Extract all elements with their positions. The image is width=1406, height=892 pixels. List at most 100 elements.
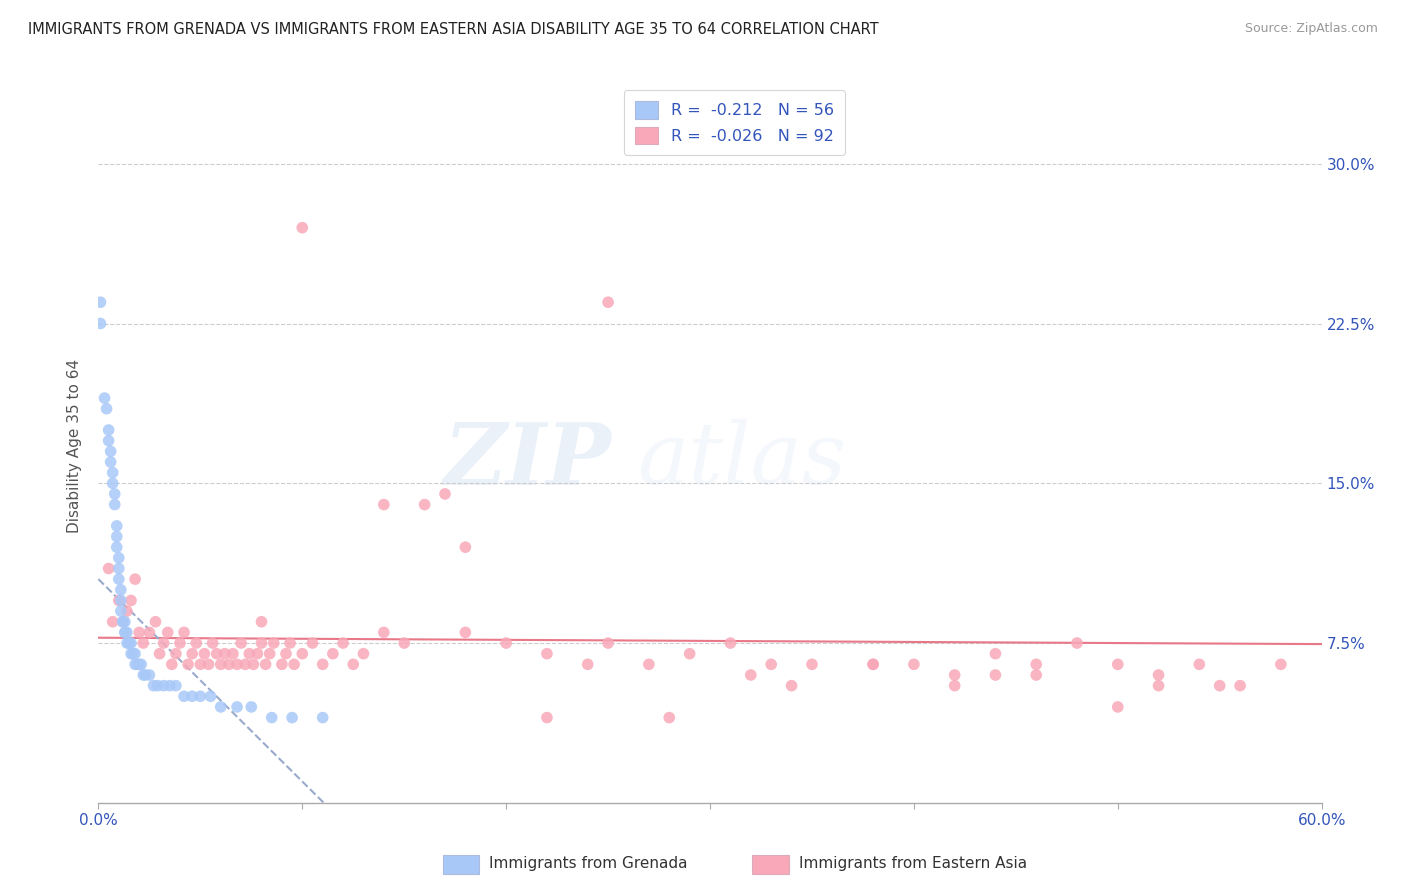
Point <box>160 657 183 672</box>
Text: Immigrants from Grenada: Immigrants from Grenada <box>489 856 688 871</box>
Point <box>254 657 277 672</box>
Point <box>413 498 436 512</box>
Point <box>1147 679 1170 693</box>
Point <box>138 668 160 682</box>
Point <box>1025 657 1047 672</box>
Point <box>246 647 269 661</box>
Point <box>165 679 187 693</box>
Point <box>1066 636 1088 650</box>
Point <box>114 625 136 640</box>
Point <box>392 636 416 650</box>
Point <box>96 401 118 416</box>
Point <box>100 455 122 469</box>
Point <box>132 668 155 682</box>
Point <box>332 636 354 650</box>
Point <box>197 657 219 672</box>
Point <box>1229 679 1251 693</box>
Point <box>111 615 134 629</box>
Point <box>181 647 204 661</box>
Legend: R =  -0.212   N = 56, R =  -0.026   N = 92: R = -0.212 N = 56, R = -0.026 N = 92 <box>624 90 845 155</box>
Point <box>120 593 142 607</box>
Point <box>115 636 138 650</box>
Point <box>454 625 477 640</box>
Point <box>278 636 301 650</box>
Point <box>270 657 294 672</box>
Point <box>93 391 115 405</box>
Text: Source: ZipAtlas.com: Source: ZipAtlas.com <box>1244 22 1378 36</box>
Point <box>104 498 127 512</box>
Point <box>1188 657 1211 672</box>
Point <box>291 647 314 661</box>
Point <box>124 647 146 661</box>
Point <box>188 657 212 672</box>
Point <box>984 647 1007 661</box>
Point <box>97 423 120 437</box>
Point <box>263 636 285 650</box>
Point <box>156 625 179 640</box>
Point <box>110 604 132 618</box>
Point <box>259 647 281 661</box>
Point <box>250 615 273 629</box>
Point <box>188 690 212 704</box>
Point <box>114 615 136 629</box>
Point <box>291 220 314 235</box>
Point <box>862 657 884 672</box>
Point <box>312 657 335 672</box>
Point <box>101 476 124 491</box>
Point <box>134 668 156 682</box>
Point <box>242 657 264 672</box>
Point <box>312 710 335 724</box>
Point <box>110 593 132 607</box>
Point <box>679 647 702 661</box>
Point <box>100 444 122 458</box>
Point <box>122 647 145 661</box>
Point <box>145 615 167 629</box>
Point <box>943 668 966 682</box>
Point <box>105 519 128 533</box>
Point <box>115 625 138 640</box>
Point <box>238 647 260 661</box>
Point <box>115 604 138 618</box>
Point <box>205 647 228 661</box>
Point <box>740 668 762 682</box>
Point <box>218 657 240 672</box>
Point <box>283 657 305 672</box>
Point <box>177 657 200 672</box>
Point <box>165 647 187 661</box>
Text: atlas: atlas <box>637 419 846 501</box>
Point <box>984 668 1007 682</box>
Point <box>638 657 661 672</box>
Y-axis label: Disability Age 35 to 64: Disability Age 35 to 64 <box>67 359 83 533</box>
Point <box>222 647 245 661</box>
Point <box>124 572 146 586</box>
Text: IMMIGRANTS FROM GRENADA VS IMMIGRANTS FROM EASTERN ASIA DISABILITY AGE 35 TO 64 : IMMIGRANTS FROM GRENADA VS IMMIGRANTS FR… <box>28 22 879 37</box>
Point <box>97 561 120 575</box>
Point <box>226 700 249 714</box>
Point <box>101 466 124 480</box>
Point <box>111 615 134 629</box>
Point <box>138 625 160 640</box>
Point <box>434 487 457 501</box>
Point <box>127 657 149 672</box>
Point <box>214 647 236 661</box>
Point <box>104 487 127 501</box>
Point <box>124 657 146 672</box>
Point <box>301 636 323 650</box>
Point <box>193 647 215 661</box>
Point <box>120 636 142 650</box>
Point <box>159 679 181 693</box>
Point <box>274 647 297 661</box>
Point <box>233 657 256 672</box>
Point <box>373 498 395 512</box>
Point <box>186 636 208 650</box>
Point <box>108 561 131 575</box>
Point <box>108 572 131 586</box>
Point <box>110 582 132 597</box>
Point <box>108 550 131 565</box>
Point <box>201 636 224 650</box>
Point <box>231 636 253 650</box>
Point <box>105 540 128 554</box>
Point <box>1107 700 1129 714</box>
Point <box>720 636 742 650</box>
Point <box>322 647 344 661</box>
